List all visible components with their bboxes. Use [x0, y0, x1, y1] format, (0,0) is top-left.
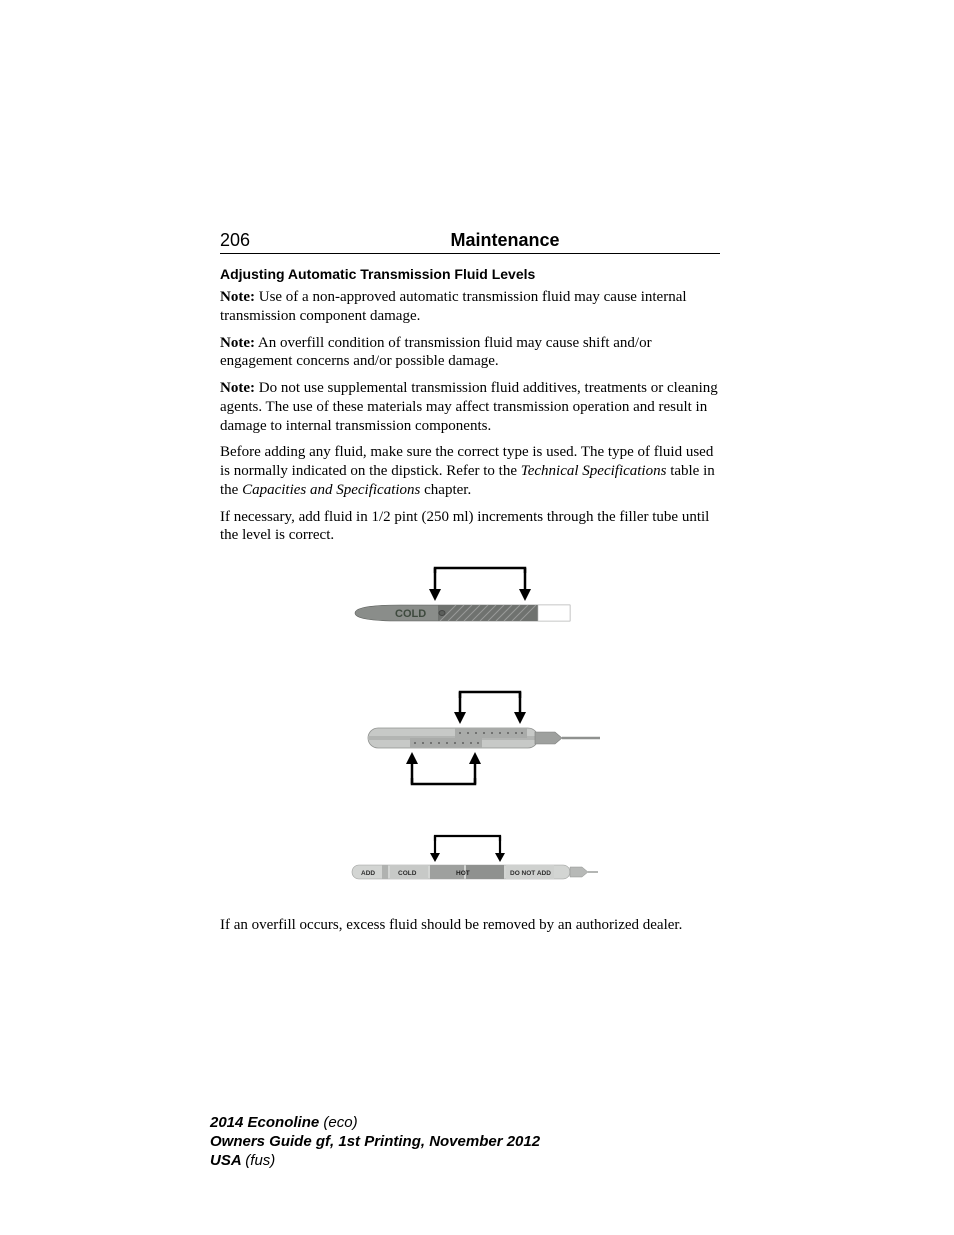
dipstick-diagram-2 — [340, 688, 600, 793]
dipstick-diagrams: COLD — [340, 563, 600, 898]
note-label: Note: — [220, 380, 255, 396]
note-label: Note: — [220, 335, 255, 351]
dipstick3-add-label: ADD — [361, 870, 375, 877]
footer-country: USA — [210, 1152, 245, 1169]
dipstick-diagram-3: ADD COLD HOT DO NOT ADD — [340, 833, 600, 898]
body-p3: If an overfill occurs, excess fluid shou… — [220, 916, 720, 935]
page-title: Maintenance — [290, 230, 720, 251]
body-p1d: Capacities and Specifications — [242, 482, 420, 498]
note-1: Note: Use of a non-approved automatic tr… — [220, 288, 720, 326]
footer-model-suffix: (eco) — [323, 1114, 357, 1131]
note-3: Note: Do not use supplemental transmissi… — [220, 379, 720, 435]
dipstick1-cold-label: COLD — [395, 608, 426, 620]
body-p2: If necessary, add fluid in 1/2 pint (250… — [220, 508, 720, 546]
body-p1: Before adding any fluid, make sure the c… — [220, 443, 720, 499]
note-3-text: Do not use supplemental transmission flu… — [220, 380, 718, 434]
dipstick3-hot-label: HOT — [456, 870, 470, 877]
dipstick-diagram-1: COLD — [340, 563, 600, 648]
page-content: 206 Maintenance Adjusting Automatic Tran… — [220, 230, 720, 943]
section-heading: Adjusting Automatic Transmission Fluid L… — [220, 266, 720, 282]
note-1-text: Use of a non-approved automatic transmis… — [220, 289, 687, 324]
footer-model: 2014 Econoline — [210, 1114, 323, 1131]
footer-line-3: USA (fus) — [210, 1152, 540, 1171]
page-header: 206 Maintenance — [220, 230, 720, 254]
body-p1e: chapter. — [420, 482, 471, 498]
footer-country-suffix: (fus) — [245, 1152, 275, 1169]
footer-line-2: Owners Guide gf, 1st Printing, November … — [210, 1133, 540, 1152]
note-2: Note: An overfill condition of transmiss… — [220, 334, 720, 372]
dipstick3-cold-label: COLD — [398, 870, 417, 877]
note-2-text: An overfill condition of transmission fl… — [220, 335, 652, 370]
dipstick3-noadd-label: DO NOT ADD — [510, 870, 551, 877]
page-footer: 2014 Econoline (eco) Owners Guide gf, 1s… — [210, 1114, 540, 1170]
body-p1b: Technical Specifications — [521, 463, 667, 479]
footer-line-1: 2014 Econoline (eco) — [210, 1114, 540, 1133]
note-label: Note: — [220, 289, 255, 305]
